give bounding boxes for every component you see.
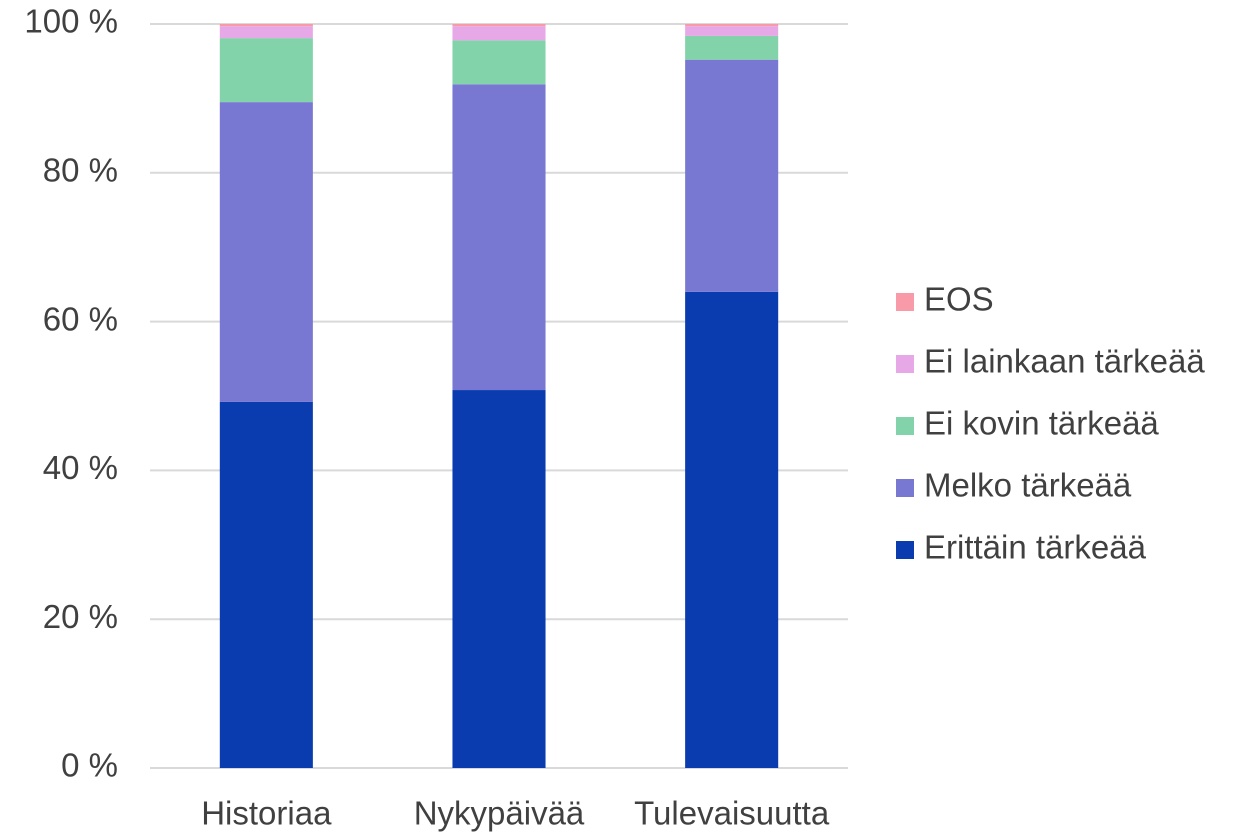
x-tick-label: Historiaa [201, 795, 332, 832]
x-tick-label: Tulevaisuutta [634, 795, 830, 832]
legend-label: Melko tärkeää [924, 467, 1132, 504]
legend-swatch [896, 479, 914, 497]
legend-label: Erittäin tärkeää [924, 529, 1147, 566]
legend-swatch [896, 541, 914, 559]
bar-segment [452, 84, 546, 391]
bar-segment [685, 35, 779, 60]
y-tick-label: 20 % [43, 598, 118, 635]
bar-segment [219, 102, 313, 402]
bar-segment [685, 291, 779, 768]
y-tick-label: 60 % [43, 300, 118, 337]
y-tick-label: 0 % [61, 747, 118, 784]
bar-segment [219, 401, 313, 768]
bar-segment [219, 26, 313, 39]
legend-label: EOS [924, 281, 994, 318]
y-tick-label: 100 % [24, 3, 118, 40]
bar-segment [685, 24, 779, 27]
y-tick-label: 80 % [43, 152, 118, 189]
bar-segment [452, 26, 546, 41]
bar-segment [452, 390, 546, 768]
y-tick-label: 40 % [43, 449, 118, 486]
bar-segment [685, 59, 779, 292]
bar-segment [219, 38, 313, 103]
legend-swatch [896, 293, 914, 311]
bar-segment [452, 24, 546, 27]
bar-segment [452, 40, 546, 85]
bar-segment [219, 24, 313, 27]
legend-label: Ei lainkaan tärkeää [924, 343, 1205, 380]
legend-swatch [896, 355, 914, 373]
bar-segment [685, 26, 779, 36]
x-tick-label: Nykypäivää [414, 795, 585, 832]
legend-label: Ei kovin tärkeää [924, 405, 1159, 442]
legend-swatch [896, 417, 914, 435]
